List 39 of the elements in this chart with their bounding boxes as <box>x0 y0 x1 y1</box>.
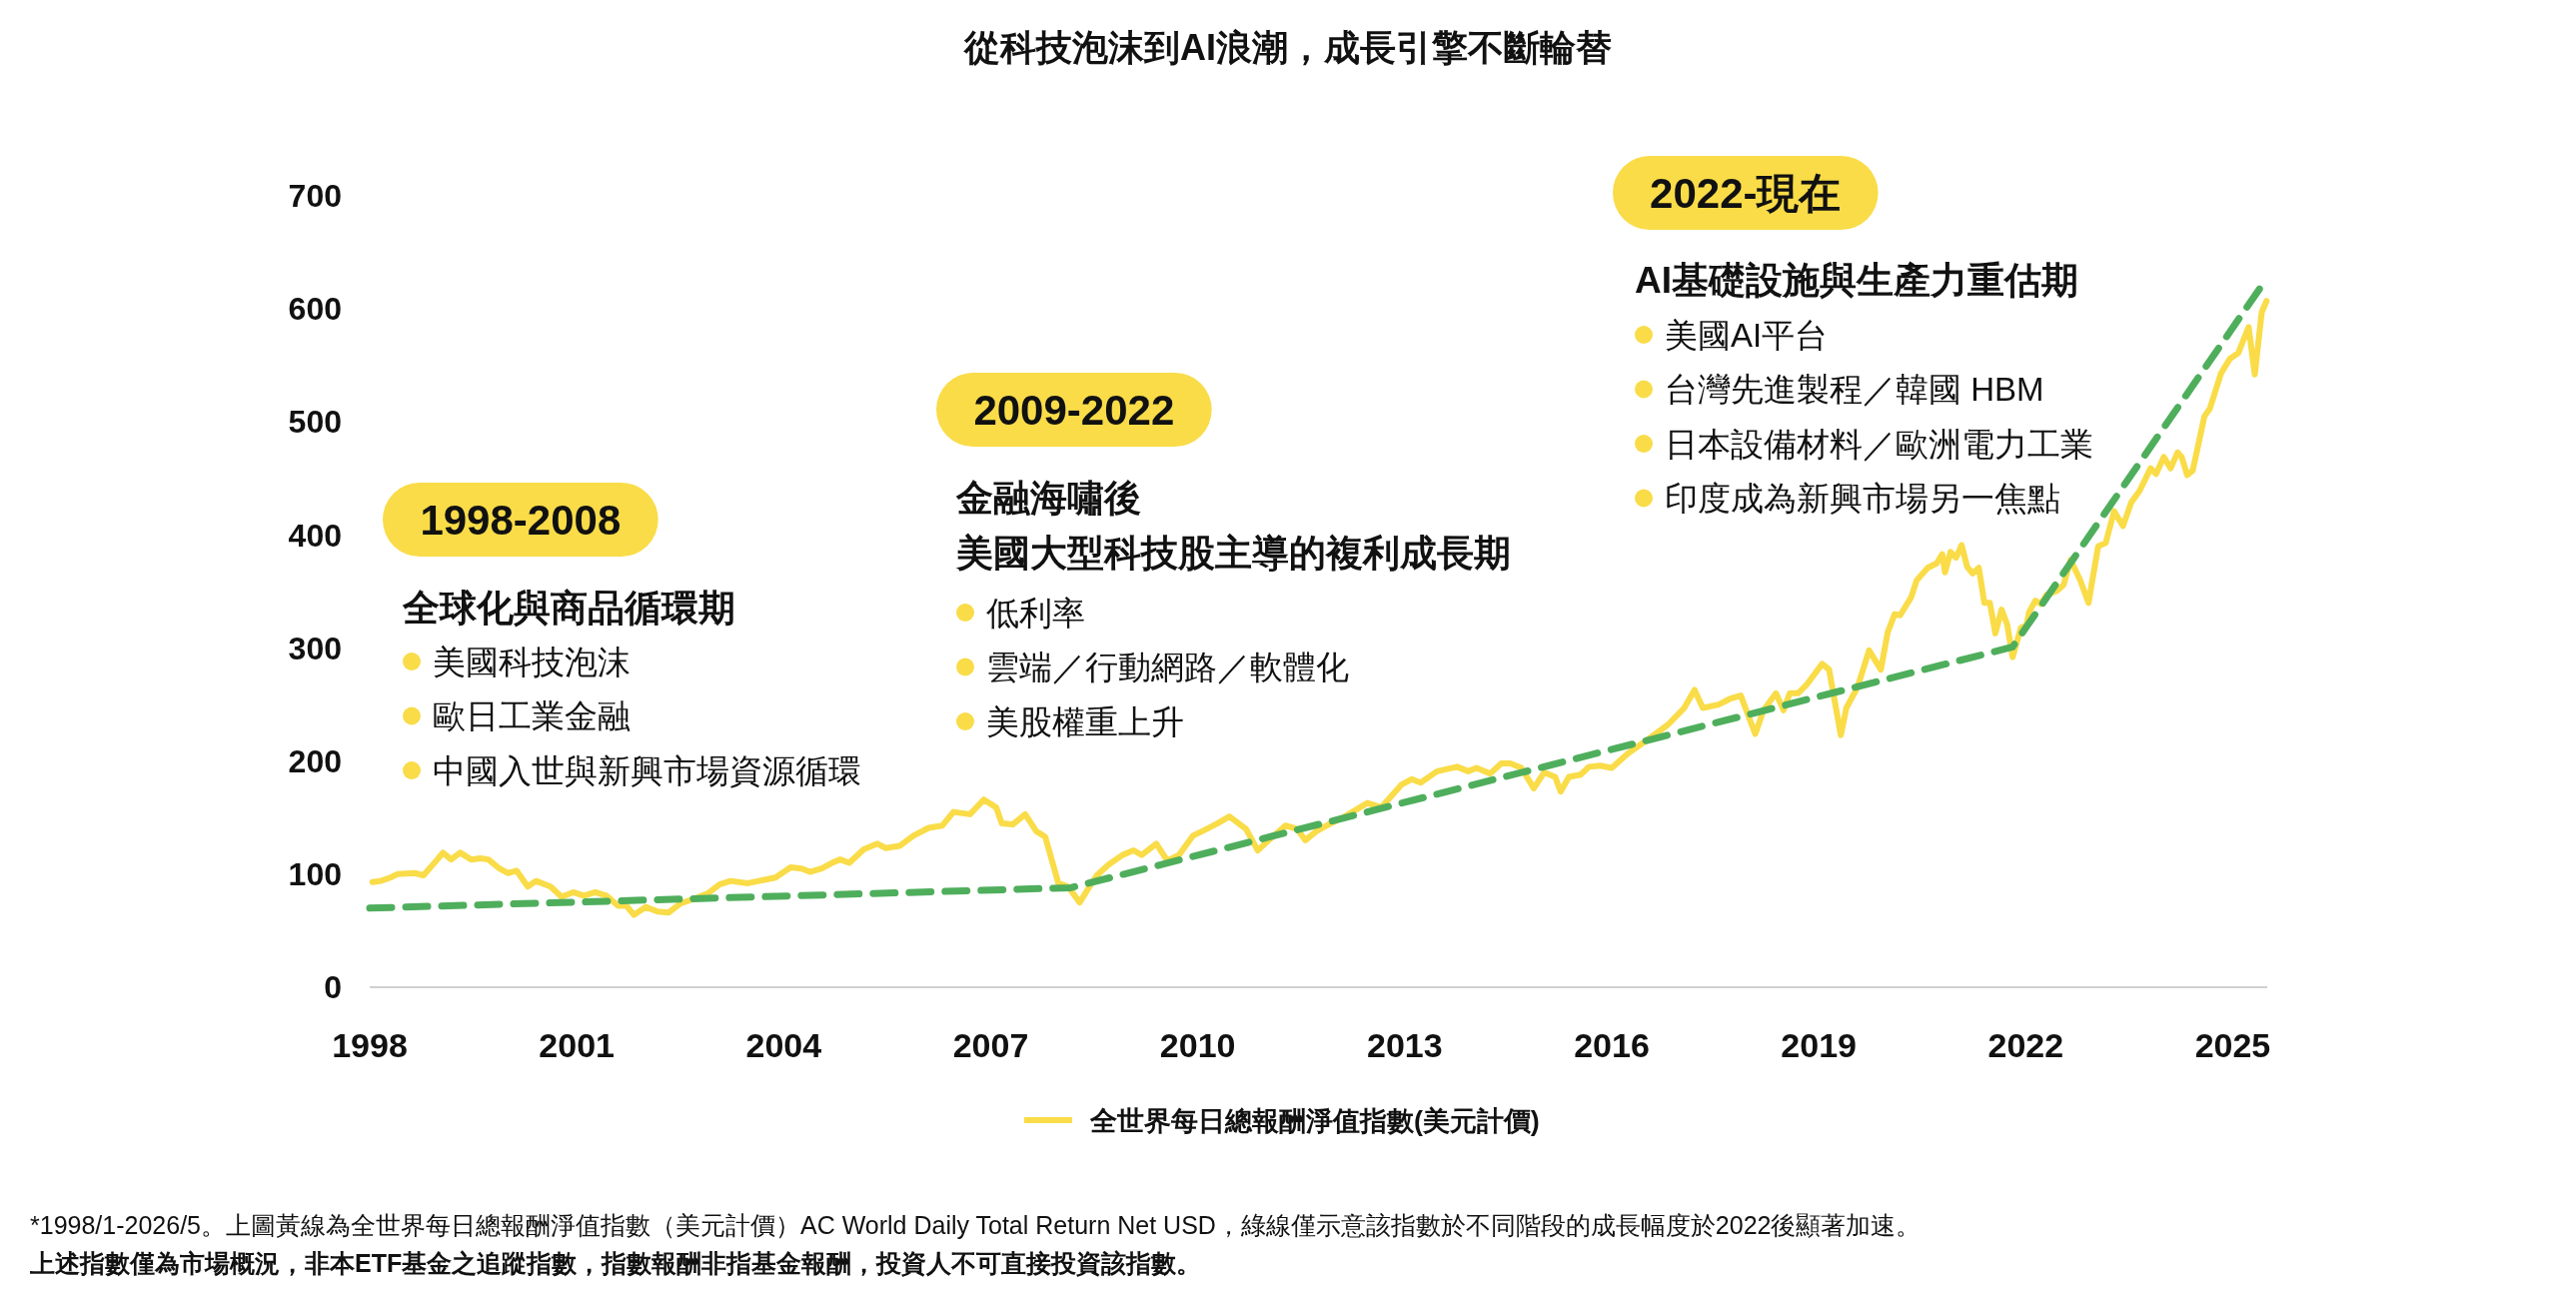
y-tick-label: 200 <box>288 742 342 779</box>
x-tick-label: 2007 <box>952 1026 1029 1064</box>
annotation: 全球化與商品循環期 <box>402 588 735 630</box>
annotation: 金融海嘯後 <box>955 478 1141 520</box>
x-tick-label: 2004 <box>745 1026 822 1064</box>
x-tick-label: 2010 <box>1159 1026 1236 1064</box>
annotation: AI基礎設施與生產力重估期 <box>1635 260 2078 302</box>
x-tick-label: 2022 <box>1987 1026 2064 1064</box>
x-tick-label: 1998 <box>332 1026 408 1064</box>
annotation: 印度成為新興市場另一焦點 <box>1665 480 2060 518</box>
y-tick-label: 400 <box>288 517 342 554</box>
annotation: 美國大型科技股主導的複利成長期 <box>955 533 1511 575</box>
annotation: 2009-2022 <box>973 387 1175 435</box>
y-tick-label: 700 <box>288 178 342 215</box>
annotation: 日本設備材料／歐洲電力工業 <box>1665 425 2093 463</box>
annotation: 美股權重上升 <box>986 702 1184 740</box>
chart-title: 從科技泡沫到AI浪潮，成長引擎不斷輪替 <box>963 27 1612 68</box>
annotation: 美國科技泡沫 <box>433 643 631 680</box>
annotation: 台灣先進製程／韓國 HBM <box>1665 371 2044 409</box>
annotation: 雲端／行動網路／軟體化 <box>986 649 1349 686</box>
text: *1998/1-2026/5。上圖黃線為全世界每日總報酬淨值指數（美元計價）AC World Daily Total Return Net USD，綠線僅示意該指數於不同階段的成長幅度於2022後顯著加速。 <box>30 1211 1922 1239</box>
x-tick-label: 2001 <box>539 1026 615 1064</box>
annotation: 中國入世與新興市場資源循環 <box>433 751 861 789</box>
y-tick-label: 0 <box>324 969 342 1006</box>
annotation: 2022-現在 <box>1650 170 1842 218</box>
y-tick-label: 300 <box>288 630 342 666</box>
x-tick-label: 2019 <box>1781 1026 1857 1064</box>
annotation: 1998-2008 <box>420 497 622 545</box>
legend-label: 全世界每日總報酬淨值指數(美元計價) <box>1088 1105 1540 1136</box>
annotation: 低利率 <box>986 594 1085 632</box>
annotation: 美國AI平台 <box>1665 316 1829 354</box>
annotation: 歐日工業金融 <box>433 697 631 735</box>
y-tick-label: 500 <box>288 404 342 441</box>
x-tick-label: 2013 <box>1367 1026 1443 1064</box>
x-tick-label: 2016 <box>1574 1026 1650 1064</box>
text: 上述指數僅為市場概況，非本ETF基金之追蹤指數，指數報酬非指基金報酬，投資人不可直接投資該指數。 <box>29 1249 1202 1277</box>
y-tick-label: 600 <box>288 291 342 328</box>
y-tick-label: 100 <box>288 856 342 893</box>
x-tick-label: 2025 <box>2194 1026 2271 1064</box>
